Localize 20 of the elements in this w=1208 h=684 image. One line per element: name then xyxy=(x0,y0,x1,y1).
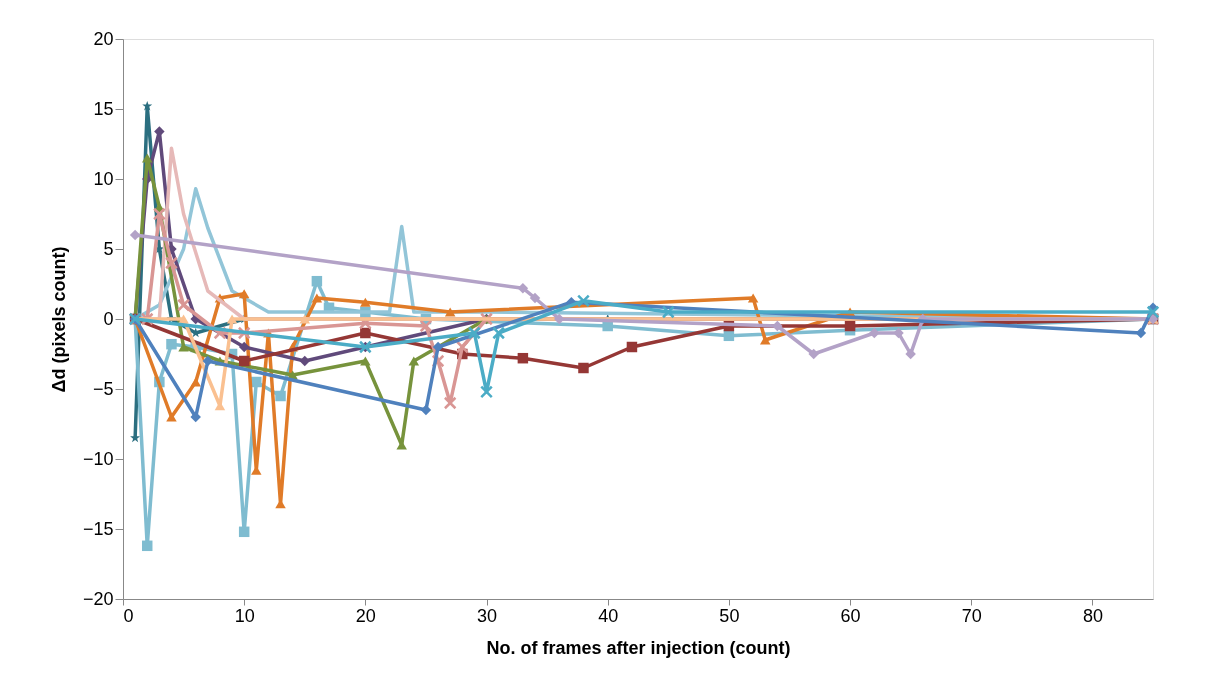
y-tick-label: 20 xyxy=(93,28,114,49)
y-tick-label: 10 xyxy=(93,168,114,189)
x-axis-title: No. of frames after injection (count) xyxy=(486,637,791,658)
x-tick-label: 80 xyxy=(1082,605,1103,626)
y-tick-label: −10 xyxy=(82,448,114,469)
x-tick-label: 70 xyxy=(961,605,982,626)
y-tick-label: −5 xyxy=(92,378,114,399)
y-axis-title: Δd (pixels count) xyxy=(48,246,69,393)
y-tick-label: 15 xyxy=(93,98,114,119)
y-tick-label: −15 xyxy=(82,518,114,539)
x-tick-label: 50 xyxy=(719,605,740,626)
y-tick-label: 5 xyxy=(103,238,114,259)
x-tick-label: 20 xyxy=(355,605,376,626)
y-tick-label: 0 xyxy=(103,308,114,329)
x-tick-label: 0 xyxy=(123,605,134,626)
x-tick-label: 30 xyxy=(477,605,498,626)
x-tick-label: 40 xyxy=(598,605,619,626)
y-tick-label: −20 xyxy=(82,588,114,609)
x-tick-label: 60 xyxy=(840,605,861,626)
x-tick-label: 10 xyxy=(234,605,255,626)
